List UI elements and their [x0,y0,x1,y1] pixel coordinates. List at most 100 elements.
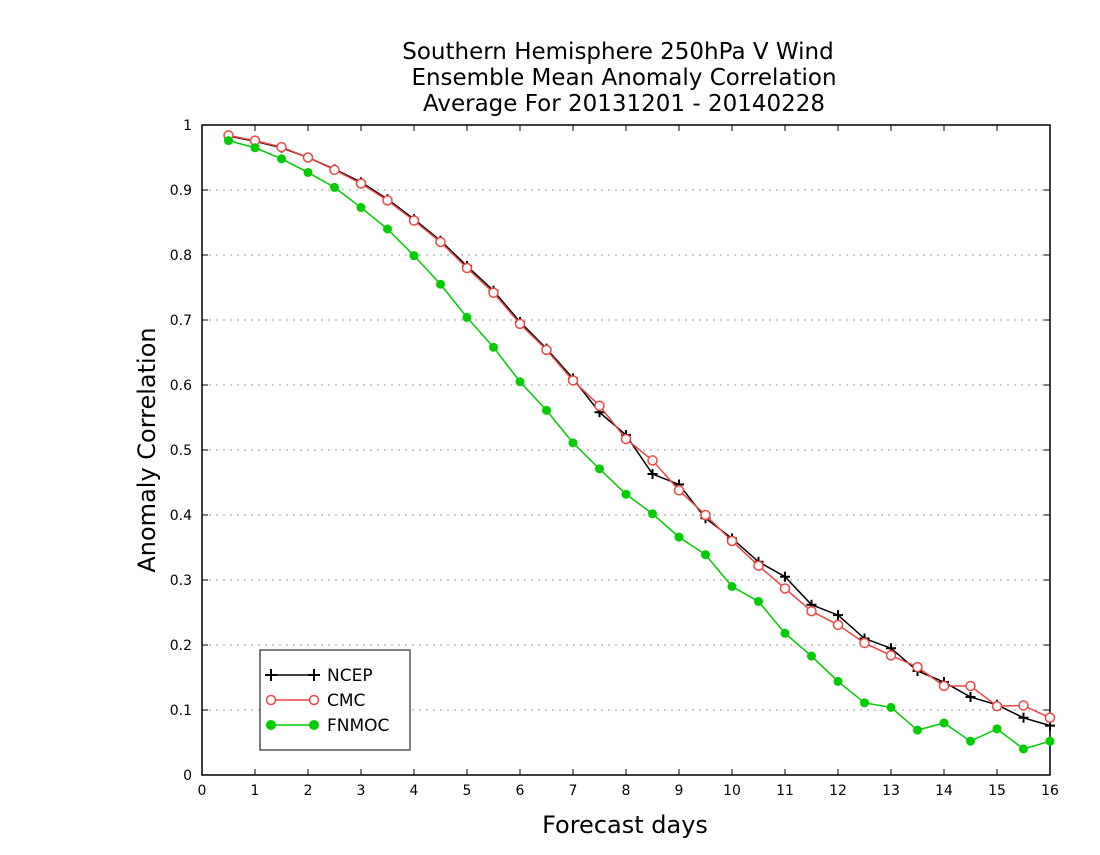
data-point-fnmoc-1 [250,143,260,153]
data-point-fnmoc-15 [621,489,631,499]
data-point-fnmoc-25 [886,702,896,712]
data-point-fnmoc-9 [462,312,472,322]
data-point-fnmoc-6 [383,224,392,234]
x-tick-label-11: 11 [776,783,794,799]
data-point-fnmoc-13 [568,438,578,448]
x-tick-label-3: 3 [357,783,366,799]
data-point-cmc-27 [938,680,950,692]
x-tick-label-15: 15 [988,783,1006,799]
data-point-fnmoc-24 [860,698,869,708]
data-point-fnmoc-19 [727,582,737,591]
data-point-fnmoc-7 [409,251,419,261]
title-line-3: Average For 20131201 - 20140228 [423,91,825,117]
x-axis-label: Forecast days [542,811,708,839]
data-point-ncep-16 [647,469,658,480]
x-tick-label-14: 14 [935,783,953,799]
y-tick-label-3: 0.3 [170,573,192,589]
legend-marker-ncep [265,669,320,681]
data-point-ncep-30 [1018,712,1029,723]
y-tick-label-8: 0.8 [170,248,192,264]
data-point-cmc-29 [991,700,1003,712]
series-line-ncep [228,135,1051,727]
legend-marker-fnmoc-left [266,720,276,730]
data-point-cmc-19 [726,535,738,547]
data-point-fnmoc-18 [701,550,710,560]
x-tick-label-13: 13 [882,783,900,799]
x-tick-label-10: 10 [723,783,741,799]
data-point-fnmoc-21 [780,628,790,638]
data-point-cmc-5 [355,178,367,189]
legend: NCEP CMC FNMOC [259,649,411,751]
y-tick-label-9: 0.9 [170,183,192,199]
y-tick-label-1: 0.1 [170,703,192,719]
data-point-cmc-16 [647,455,658,466]
data-point-cmc-24 [859,637,870,649]
title-line-2: Ensemble Mean Anomaly Correlation [411,65,836,91]
data-point-fnmoc-4 [330,182,339,192]
data-point-cmc-30 [1018,700,1029,711]
y-tick-label-10: 1 [183,118,192,134]
x-axis-ticks: 0 1 2 3 4 5 6 7 8 9 10 11 12 13 14 15 16 [198,125,1059,799]
legend-marker-cmc-left [265,694,277,706]
y-axis-ticks: 0 0.1 0.2 0.3 0.4 0.5 0.6 0.7 0.8 0.9 1 [170,118,1050,784]
chart-title: Southern Hemisphere 250hPa V Wind Ensemb… [402,39,836,117]
x-tick-label-8: 8 [622,783,631,799]
legend-item-fnmoc: FNMOC [266,716,389,736]
x-tick-label-6: 6 [516,783,525,799]
legend-label-fnmoc: FNMOC [327,716,389,736]
data-point-cmc-13 [567,375,579,386]
data-point-fnmoc-20 [754,596,763,606]
data-point-fnmoc-17 [674,532,684,542]
data-point-cmc-12 [541,344,552,356]
data-point-ncep-21 [780,571,790,582]
data-point-fnmoc-27 [939,718,949,728]
data-point-cmc-10 [488,287,499,298]
x-tick-label-1: 1 [251,783,260,799]
data-point-fnmoc-12 [542,405,551,415]
x-tick-label-5: 5 [463,783,472,799]
data-point-cmc-9 [461,262,473,274]
data-point-fnmoc-5 [356,203,366,213]
data-point-fnmoc-0 [224,136,233,146]
data-point-fnmoc-2 [277,154,286,164]
x-tick-label-9: 9 [675,783,684,799]
data-point-fnmoc-16 [648,509,657,519]
data-point-cmc-2 [276,141,287,153]
data-point-ncep-28 [965,692,976,702]
y-axis-label: Anomaly Correlation [133,327,161,572]
data-point-cmc-25 [885,650,897,661]
data-point-fnmoc-22 [807,651,816,661]
legend-marker-cmc-right [308,694,320,706]
series-line-fnmoc [228,139,1051,750]
data-point-cmc-21 [779,583,791,594]
legend-item-cmc: CMC [265,691,365,711]
x-tick-label-16: 16 [1041,783,1059,799]
y-tick-label-5: 0.5 [170,443,192,459]
x-tick-label-2: 2 [304,783,313,799]
data-point-fnmoc-23 [833,676,843,686]
data-point-cmc-26 [912,661,923,673]
legend-marker-fnmoc-right [309,720,319,730]
y-tick-label-2: 0.2 [170,638,192,654]
data-point-cmc-8 [435,236,446,248]
data-point-fnmoc-11 [515,377,525,387]
data-point-fnmoc-28 [966,736,975,746]
grid-lines [202,189,1050,711]
legend-item-ncep: NCEP [265,666,373,686]
series-layer [223,130,1056,754]
data-point-fnmoc-26 [913,725,922,735]
data-point-cmc-22 [806,605,817,617]
x-tick-label-0: 0 [198,783,207,799]
y-tick-label-6: 0.6 [170,378,192,394]
legend-label-cmc: CMC [327,691,365,711]
y-tick-label-4: 0.4 [170,508,192,524]
data-point-fnmoc-3 [303,167,313,177]
data-point-cmc-20 [753,560,764,571]
legend-label-ncep: NCEP [327,666,373,686]
y-tick-label-0: 0 [183,768,192,784]
data-point-cmc-18 [700,509,711,521]
x-tick-label-12: 12 [829,783,847,799]
data-point-cmc-28 [965,680,976,692]
